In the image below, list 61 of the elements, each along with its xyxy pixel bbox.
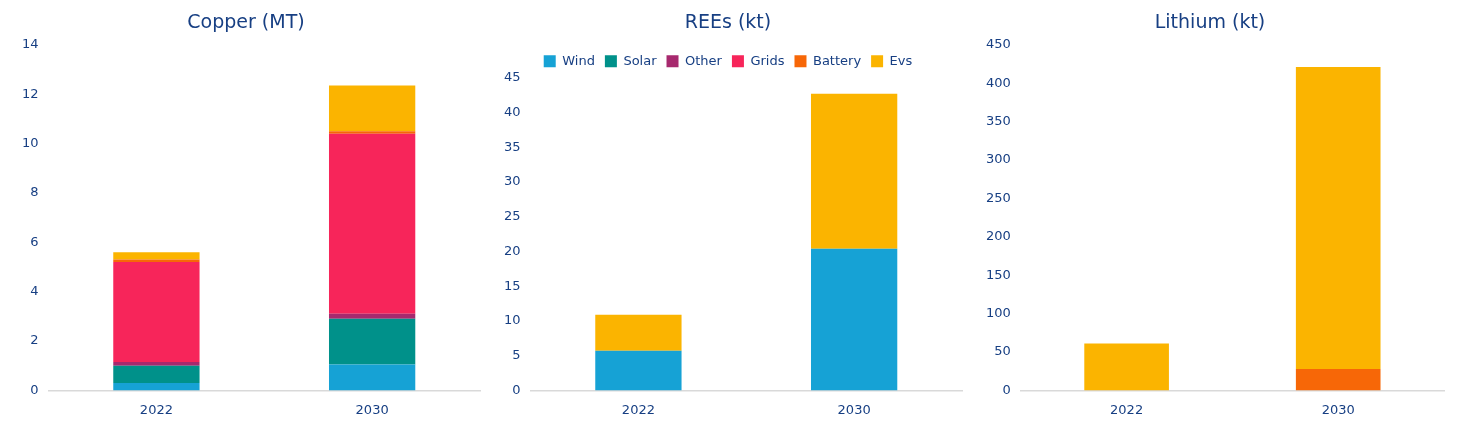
bar (810, 93, 898, 249)
bar (113, 362, 200, 366)
legend-label: Wind (562, 52, 595, 68)
y-tick-label: 10 (22, 134, 39, 150)
chart-title: REEs (kt) (684, 10, 772, 33)
x-tick-label: 2030 (837, 401, 871, 417)
y-tick-label: 50 (994, 343, 1011, 359)
y-tick-label: 0 (512, 381, 521, 397)
chart-title: Lithium (kt) (1154, 10, 1266, 33)
y-tick-label: 8 (30, 184, 39, 200)
bar (328, 318, 416, 365)
bar (328, 364, 416, 391)
legend-label: Grids (750, 52, 785, 68)
x-tick-label: 2022 (1110, 401, 1144, 417)
y-tick-label: 350 (985, 112, 1011, 128)
y-tick-label: 35 (504, 138, 521, 154)
y-tick-label: 250 (985, 189, 1011, 205)
bar (113, 365, 200, 383)
bar (328, 131, 416, 134)
y-tick-label: 4 (30, 283, 39, 299)
y-tick-label: 10 (504, 312, 521, 328)
y-tick-label: 14 (22, 36, 39, 52)
y-tick-label: 300 (985, 151, 1011, 167)
legend-label: Evs (889, 52, 913, 68)
x-tick-label: 2022 (139, 401, 173, 417)
bar (1295, 368, 1381, 391)
bar (113, 252, 200, 260)
bar (1084, 343, 1169, 391)
legend-label: Solar (623, 52, 658, 68)
y-tick-label: 20 (504, 242, 521, 258)
y-tick-label: 150 (985, 266, 1011, 282)
y-tick-label: 450 (985, 36, 1011, 52)
x-tick-label: 2030 (355, 401, 389, 417)
bar (595, 314, 682, 351)
bar (595, 350, 682, 391)
legend-label: Battery (812, 52, 862, 68)
y-tick-label: 12 (22, 85, 39, 101)
x-tick-label: 2030 (1321, 401, 1355, 417)
y-tick-label: 40 (504, 103, 521, 119)
bar (328, 85, 416, 132)
y-tick-label: 15 (504, 277, 521, 293)
y-tick-label: 0 (1002, 381, 1011, 397)
y-tick-label: 200 (985, 228, 1011, 244)
y-tick-label: 5 (512, 347, 521, 363)
y-tick-label: 400 (985, 74, 1011, 90)
y-tick-label: 2 (30, 332, 39, 348)
y-tick-label: 25 (504, 208, 521, 224)
chart-title: Copper (MT) (187, 10, 305, 33)
bar (328, 313, 416, 319)
y-tick-label: 6 (30, 233, 39, 249)
x-tick-label: 2022 (621, 401, 655, 417)
y-tick-label: 45 (504, 69, 521, 85)
bar (113, 382, 200, 391)
bar (810, 248, 898, 391)
legend-label: Other (685, 52, 723, 68)
y-tick-label: 100 (985, 304, 1011, 320)
y-tick-label: 30 (504, 173, 521, 189)
bar (328, 133, 416, 314)
bar (1295, 67, 1381, 369)
y-tick-label: 0 (30, 381, 39, 397)
bar (113, 262, 200, 363)
